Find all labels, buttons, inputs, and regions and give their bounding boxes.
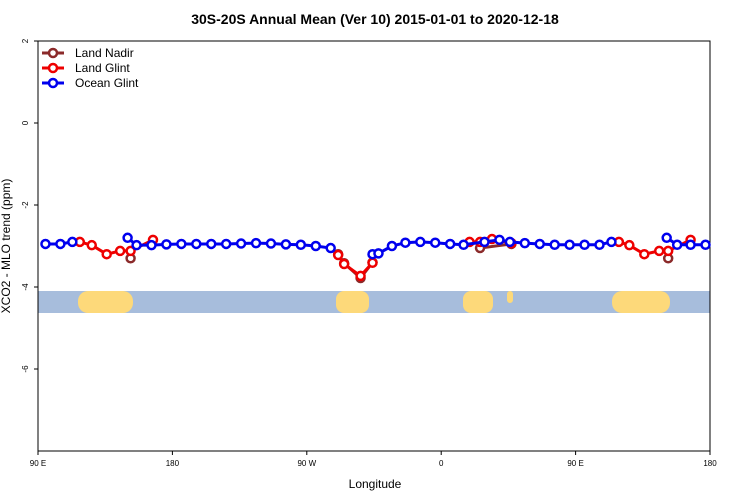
data-point <box>661 232 672 244</box>
data-point <box>86 239 98 251</box>
data-point <box>386 240 398 252</box>
data-point <box>131 239 142 251</box>
data-point <box>494 234 505 246</box>
data-point <box>594 239 605 251</box>
data-point <box>265 238 277 249</box>
legend-label: Land Glint <box>75 61 130 75</box>
y-axis-label: XCO2 - MLO trend (ppm) <box>0 179 13 314</box>
data-point <box>101 248 112 260</box>
data-point <box>549 239 560 251</box>
y-tick-label: 0 <box>21 120 30 125</box>
data-point <box>367 257 378 269</box>
x-tick-label: 90 E <box>30 459 46 468</box>
x-tick-label: 90 W <box>297 459 316 468</box>
data-point <box>310 240 322 252</box>
series-line <box>336 254 374 278</box>
data-point <box>338 258 350 270</box>
data-point <box>479 236 490 248</box>
data-point <box>653 245 665 257</box>
data-point <box>355 270 366 282</box>
ocean-band <box>38 291 710 313</box>
legend-marker <box>47 47 59 59</box>
data-point <box>55 238 66 250</box>
data-point <box>415 236 426 248</box>
x-tick-label: 180 <box>703 459 717 468</box>
data-point <box>40 238 51 250</box>
data-point <box>280 239 292 250</box>
y-tick-label: -2 <box>21 201 30 209</box>
data-point <box>191 238 202 250</box>
data-point <box>685 239 696 251</box>
data-point <box>671 239 683 251</box>
data-point <box>250 237 262 249</box>
y-tick-label: 2 <box>21 38 30 43</box>
data-point <box>146 239 157 251</box>
data-point <box>429 237 441 248</box>
data-point <box>534 238 546 250</box>
data-point <box>639 248 650 260</box>
data-point <box>606 236 617 248</box>
data-point <box>624 239 635 251</box>
data-point <box>122 232 133 244</box>
y-tick-label: -4 <box>21 283 30 291</box>
y-tick-label: -6 <box>21 365 30 373</box>
legend-label: Land Nadir <box>75 46 134 60</box>
x-tick-label: 90 E <box>567 459 583 468</box>
land <box>336 291 369 313</box>
x-tick-label: 0 <box>439 459 444 468</box>
data-point <box>332 249 344 261</box>
land <box>78 291 133 313</box>
data-point <box>400 237 411 248</box>
data-point <box>176 238 187 250</box>
data-point <box>373 248 384 259</box>
data-point <box>564 239 575 251</box>
data-point <box>235 238 247 249</box>
data-point <box>161 239 172 250</box>
data-point <box>504 236 516 248</box>
x-tick-label: 180 <box>166 459 180 468</box>
chart-title: 30S-20S Annual Mean (Ver 10) 2015-01-01 … <box>191 11 559 27</box>
land <box>612 291 670 313</box>
data-point <box>325 242 336 254</box>
data-point <box>700 239 711 251</box>
legend-label: Ocean Glint <box>75 76 139 90</box>
data-point <box>114 245 126 257</box>
legend-marker <box>47 77 59 89</box>
land <box>463 291 493 313</box>
data-point <box>579 239 590 251</box>
series-line <box>665 236 706 247</box>
land <box>507 291 513 303</box>
legend-marker <box>47 62 59 74</box>
data-point <box>519 237 531 249</box>
data-point <box>295 239 307 251</box>
data-point <box>125 245 136 257</box>
data-point <box>67 236 78 248</box>
data-point <box>444 238 456 250</box>
data-point <box>205 238 217 250</box>
map-strip <box>38 291 710 313</box>
data-point <box>220 238 232 250</box>
data-point <box>458 239 469 251</box>
data-point <box>662 245 674 257</box>
x-axis-label: Longitude <box>349 477 402 491</box>
